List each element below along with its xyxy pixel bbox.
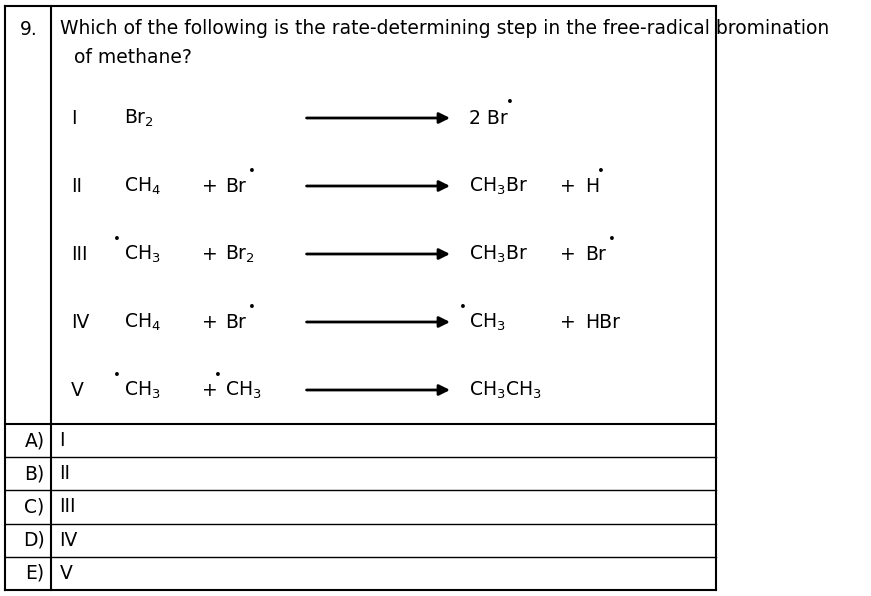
Text: CH$_3$CH$_3$: CH$_3$CH$_3$ [469,379,543,401]
Text: A): A) [24,431,44,450]
Text: H: H [585,176,599,195]
Text: CH$_4$: CH$_4$ [125,175,161,197]
Text: +: + [202,244,218,263]
Text: •: • [248,163,256,178]
Text: Br: Br [225,312,246,331]
Text: •: • [597,163,604,178]
Text: •: • [113,231,121,246]
Text: III: III [71,244,88,263]
Text: Br: Br [225,176,246,195]
Text: IV: IV [71,312,90,331]
Text: C): C) [24,498,44,517]
Text: •: • [214,368,222,381]
Text: Which of the following is the rate-determining step in the free-radical brominat: Which of the following is the rate-deter… [59,19,829,38]
Text: E): E) [25,564,44,583]
Text: 2 Br: 2 Br [469,108,508,128]
Text: 9.: 9. [20,20,38,39]
Text: B): B) [24,464,44,483]
Text: HBr: HBr [585,312,620,331]
Text: CH$_3$: CH$_3$ [125,379,161,401]
Text: D): D) [23,530,44,550]
Text: II: II [59,464,71,483]
Text: I: I [59,431,65,450]
Text: III: III [59,498,76,517]
Text: Br$_2$: Br$_2$ [225,243,255,265]
Text: CH$_3$Br: CH$_3$Br [469,243,528,265]
Text: +: + [560,176,576,195]
Text: V: V [59,564,72,583]
Text: •: • [113,368,121,381]
Text: •: • [506,95,514,110]
Text: +: + [560,244,576,263]
Text: II: II [71,176,82,195]
Text: •: • [458,300,467,313]
Text: CH$_3$: CH$_3$ [125,243,161,265]
Text: +: + [202,312,218,331]
Text: of methane?: of methane? [75,48,192,67]
Text: •: • [248,300,256,313]
Text: V: V [71,380,84,399]
Text: Br$_2$: Br$_2$ [125,107,154,129]
Text: •: • [609,231,617,246]
Text: CH$_3$: CH$_3$ [469,311,506,333]
Text: CH$_3$: CH$_3$ [225,379,262,401]
Text: I: I [71,108,77,128]
Text: +: + [560,312,576,331]
Text: +: + [202,380,218,399]
Text: CH$_3$Br: CH$_3$Br [469,175,528,197]
Text: Br: Br [585,244,606,263]
Text: CH$_4$: CH$_4$ [125,311,161,333]
Text: +: + [202,176,218,195]
Text: IV: IV [59,530,78,550]
